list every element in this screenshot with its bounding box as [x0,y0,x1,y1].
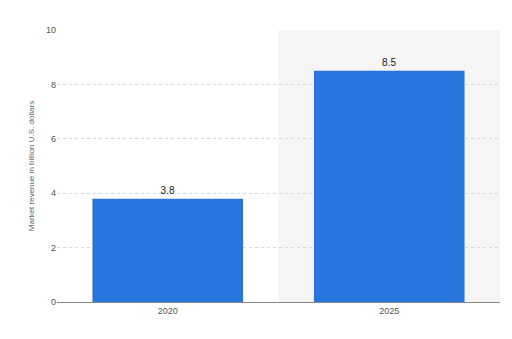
svg-text:3.8: 3.8 [161,185,175,196]
svg-text:2020: 2020 [158,306,178,316]
svg-text:2: 2 [51,243,56,253]
svg-text:4: 4 [51,188,56,198]
svg-text:10: 10 [46,25,56,35]
svg-text:8: 8 [51,80,56,90]
svg-text:0: 0 [51,297,56,307]
svg-text:8.5: 8.5 [382,57,396,68]
svg-text:Market revenue in billion U.S.: Market revenue in billion U.S. dollars [27,101,36,231]
svg-text:6: 6 [51,134,56,144]
svg-text:2025: 2025 [379,306,399,316]
